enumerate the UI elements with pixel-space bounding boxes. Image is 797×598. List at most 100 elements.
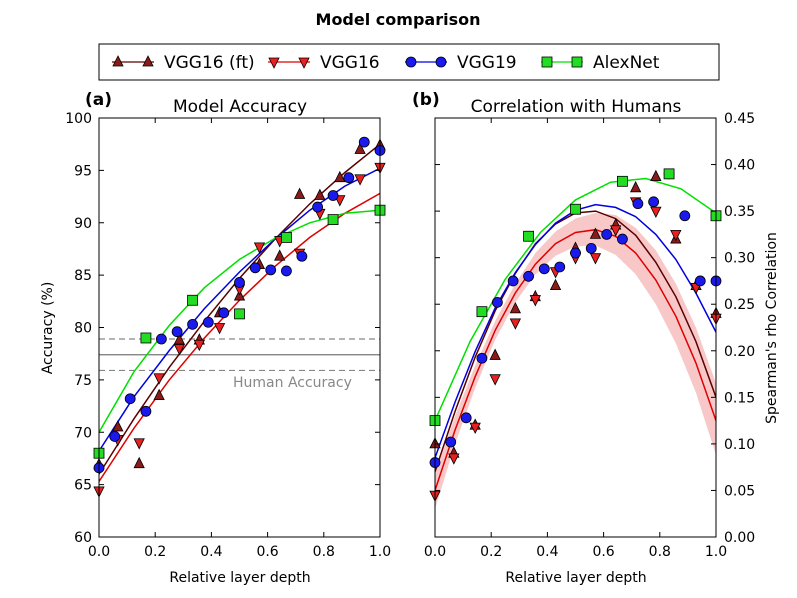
y-tick-label-b: 0.30 xyxy=(724,251,755,267)
panel-a-ylabel: Accuracy (%) xyxy=(40,282,56,375)
y-tick-label-a: 80 xyxy=(74,321,92,337)
panel-a-xlabel: Relative layer depth xyxy=(169,570,310,586)
point-vgg16 xyxy=(448,453,460,465)
panel-correlation-humans: (b) Correlation with Humans Relative lay… xyxy=(412,90,780,586)
panel-b-title: Correlation with Humans xyxy=(471,97,682,117)
point-vgg19 xyxy=(358,136,370,148)
plot-area-b xyxy=(435,177,716,510)
point-vgg19 xyxy=(296,250,308,262)
legend-item-vgg16: VGG16 xyxy=(268,53,380,73)
point-vgg16-ft xyxy=(629,180,642,193)
y-tick-label-a: 100 xyxy=(65,111,92,127)
point-alexnet xyxy=(187,294,198,306)
point-vgg16-ft xyxy=(489,348,501,360)
point-vgg19 xyxy=(265,264,277,276)
point-alexnet xyxy=(570,203,581,215)
point-vgg16 xyxy=(489,374,501,386)
x-tick-label-b: 0.4 xyxy=(536,544,558,560)
point-vgg19 xyxy=(491,296,503,308)
point-vgg19 xyxy=(109,431,121,442)
point-vgg16 xyxy=(253,242,266,254)
point-vgg16 xyxy=(354,174,366,186)
point-vgg16 xyxy=(213,323,226,335)
y-tick-label-b: 0.45 xyxy=(724,111,755,127)
point-vgg19 xyxy=(312,201,324,213)
x-tick-label-a: 0.4 xyxy=(200,544,222,560)
y-tick-label-b: 0.40 xyxy=(724,158,755,174)
legend-item-alexnet: AlexNet xyxy=(541,53,660,73)
x-tick-label-b: 0.2 xyxy=(480,544,502,560)
y-tick-label-a: 75 xyxy=(74,373,92,389)
panel-b-ylabel: Spearman's rho Correlation xyxy=(764,232,780,424)
point-vgg19 xyxy=(202,316,214,328)
point-vgg16-ft xyxy=(354,142,366,154)
points-a xyxy=(93,136,386,498)
point-vgg19 xyxy=(171,326,183,338)
point-vgg19 xyxy=(343,172,355,184)
point-vgg19 xyxy=(694,275,706,287)
point-vgg19 xyxy=(187,318,198,330)
point-vgg16 xyxy=(153,373,165,385)
y-tick-label-b: 0.20 xyxy=(724,344,755,360)
point-vgg16 xyxy=(193,339,205,352)
point-vgg16-ft xyxy=(153,388,165,400)
point-vgg19 xyxy=(679,210,691,222)
x-tick-label-b: 0.8 xyxy=(649,544,671,560)
point-vgg19 xyxy=(140,405,152,417)
point-vgg19 xyxy=(648,196,660,208)
y-tick-label-b: 0.00 xyxy=(724,530,755,546)
point-vgg16 xyxy=(529,295,541,307)
human-accuracy-label: Human Accuracy xyxy=(233,375,352,391)
legend-marker-vgg16 xyxy=(268,57,280,69)
legend-label-vgg16: VGG16 xyxy=(320,53,380,73)
legend-marker-vgg19 xyxy=(435,56,447,68)
point-vgg16-ft xyxy=(509,301,522,314)
point-vgg19 xyxy=(249,262,261,274)
point-vgg16 xyxy=(509,318,522,330)
y-tick-label-a: 95 xyxy=(74,163,92,179)
legend-marker-alexnet xyxy=(571,56,583,68)
point-vgg19 xyxy=(281,265,292,277)
legend-marker-vgg16-ft xyxy=(112,55,124,67)
y-tick-label-a: 60 xyxy=(74,530,92,546)
point-vgg19 xyxy=(554,261,566,273)
point-alexnet xyxy=(327,214,339,226)
fit-line-alexnet xyxy=(435,177,716,421)
legend-marker-alexnet xyxy=(541,56,553,68)
confidence-band-vgg16 xyxy=(435,212,716,510)
point-vgg19 xyxy=(538,263,550,275)
point-alexnet xyxy=(234,308,245,320)
point-vgg16-ft xyxy=(133,456,145,469)
point-vgg19 xyxy=(632,198,644,210)
point-vgg19 xyxy=(585,242,597,254)
point-vgg19 xyxy=(234,277,245,288)
point-vgg16 xyxy=(670,229,682,242)
point-vgg19 xyxy=(327,190,339,201)
legend-item-vgg16-ft: VGG16 (ft) xyxy=(112,53,255,73)
x-tick-label-a: 0.0 xyxy=(88,544,110,560)
y-tick-label-a: 90 xyxy=(74,216,92,232)
x-tick-label-a: 0.2 xyxy=(144,544,166,560)
point-alexnet xyxy=(140,332,152,344)
point-vgg19 xyxy=(570,247,581,259)
legend-item-vgg19: VGG19 xyxy=(405,53,517,73)
x-tick-label-a: 0.8 xyxy=(313,544,335,560)
panel-b-xlabel: Relative layer depth xyxy=(505,570,646,586)
legend-label-alexnet: AlexNet xyxy=(593,53,660,73)
point-vgg19 xyxy=(124,393,136,405)
point-alexnet xyxy=(663,168,675,180)
point-vgg16 xyxy=(650,206,662,219)
legend-marker-vgg19 xyxy=(405,56,417,68)
panel-a-title: Model Accuracy xyxy=(173,97,307,117)
y-tick-label-a: 65 xyxy=(74,478,92,494)
point-vgg19 xyxy=(445,436,457,448)
panel-label-a: (a) xyxy=(85,90,112,110)
x-tick-label-a: 0.6 xyxy=(256,544,278,560)
y-tick-label-b: 0.10 xyxy=(724,437,755,453)
y-tick-label-a: 85 xyxy=(74,268,92,284)
x-tick-label-a: 1.0 xyxy=(369,544,391,560)
point-alexnet xyxy=(476,306,488,318)
y-tick-label-b: 0.25 xyxy=(724,297,755,313)
chart-title: Model comparison xyxy=(316,10,481,29)
